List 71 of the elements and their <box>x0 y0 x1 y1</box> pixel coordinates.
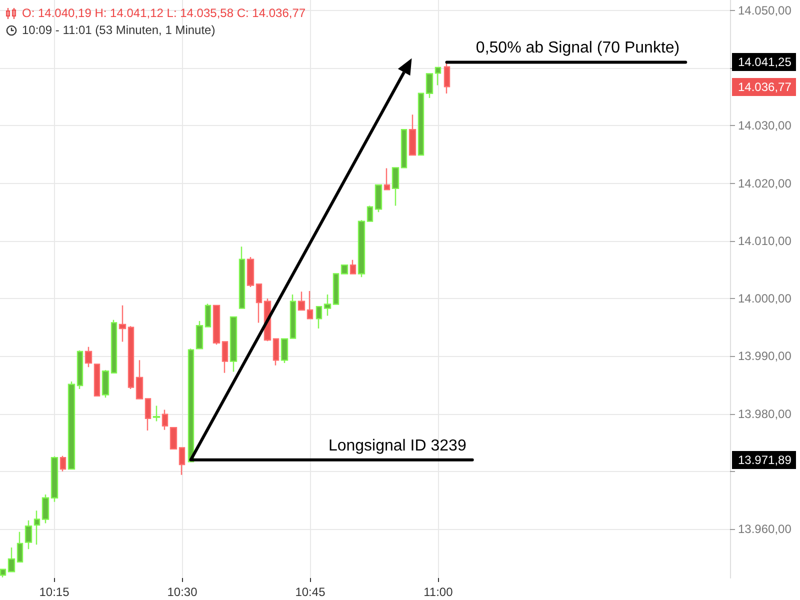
candlestick <box>400 129 408 168</box>
candlestick <box>272 338 280 366</box>
candlestick <box>298 290 306 311</box>
x-tick-label: 10:15 <box>39 585 70 599</box>
y-tick-label: 14.020,00 <box>738 176 792 190</box>
candlestick <box>118 304 126 342</box>
y-tick-label: 14.000,00 <box>738 292 792 306</box>
candlestick <box>434 66 442 86</box>
x-tick-label: 11:00 <box>424 585 454 599</box>
candlestick <box>316 306 322 330</box>
series-label: Longsignal ID 3239 <box>328 437 466 454</box>
y-tick-label: 13.980,00 <box>738 406 792 421</box>
candlestick <box>358 220 366 278</box>
candlestick <box>84 346 92 368</box>
y-tick-label: 14.050,00 <box>738 3 792 18</box>
candlestick <box>290 294 296 339</box>
candlestick <box>16 531 24 562</box>
candlestick <box>222 341 228 374</box>
candlestick <box>418 92 424 156</box>
candlestick <box>24 520 32 550</box>
candlestick <box>426 73 434 99</box>
candlestick <box>50 456 58 503</box>
candlestick <box>128 326 134 390</box>
candlestick <box>230 316 238 372</box>
candlestick <box>94 364 100 398</box>
candlestick <box>68 380 76 470</box>
candlestick <box>444 60 450 94</box>
candlestick <box>60 455 66 472</box>
y-tick-label: 14.030,00 <box>738 118 792 133</box>
text: 10:09 - 11:01 (53 Minuten, 1 Minute) <box>22 22 216 39</box>
candlestick <box>170 426 178 450</box>
candlestick <box>8 546 16 572</box>
candlestick <box>374 184 382 213</box>
candlestick <box>246 256 254 288</box>
x-tick-label: 10:45 <box>295 585 326 599</box>
candlestick <box>178 447 186 476</box>
text: O: 14.040,19 H: 14.041,12 L: 14.035,58 C: 14.036,77 <box>22 5 306 22</box>
candlestick <box>366 205 374 222</box>
candlestick <box>384 168 390 190</box>
candlestick <box>204 303 212 328</box>
candlestick <box>42 494 50 524</box>
text: 14.041,25 <box>732 53 796 72</box>
candlestick <box>144 398 152 432</box>
candlestick <box>238 246 246 309</box>
y-tick-label: 13.960,00 <box>738 522 792 536</box>
candlestick <box>408 114 416 156</box>
x-tick-label: 10:30 <box>167 585 198 599</box>
text: 14.036,77 <box>732 78 796 96</box>
candlestick <box>136 360 144 400</box>
candlestick <box>340 264 348 274</box>
candlestick <box>196 320 204 350</box>
y-tick-label: 14.010,00 <box>738 234 792 248</box>
candlestick <box>188 348 194 462</box>
candlestick <box>256 284 262 324</box>
candlestick <box>212 304 220 346</box>
series-label: 0,50% ab Signal (70 Punkte) <box>476 40 680 57</box>
candlestick <box>152 405 160 422</box>
candlestick <box>34 510 40 546</box>
candlestick <box>0 568 6 578</box>
text: 13.971,89 <box>732 450 796 469</box>
candlestick <box>110 319 118 374</box>
y-tick-label: 13.990,00 <box>738 349 792 364</box>
candlestick <box>306 290 314 320</box>
candlestick <box>332 273 340 305</box>
candlestick <box>280 338 288 364</box>
candlestick <box>324 294 332 316</box>
candlestick <box>102 369 110 398</box>
candlestick <box>392 167 400 206</box>
candlestick <box>350 259 356 274</box>
candlestick <box>162 409 168 430</box>
candlestick <box>76 350 84 390</box>
